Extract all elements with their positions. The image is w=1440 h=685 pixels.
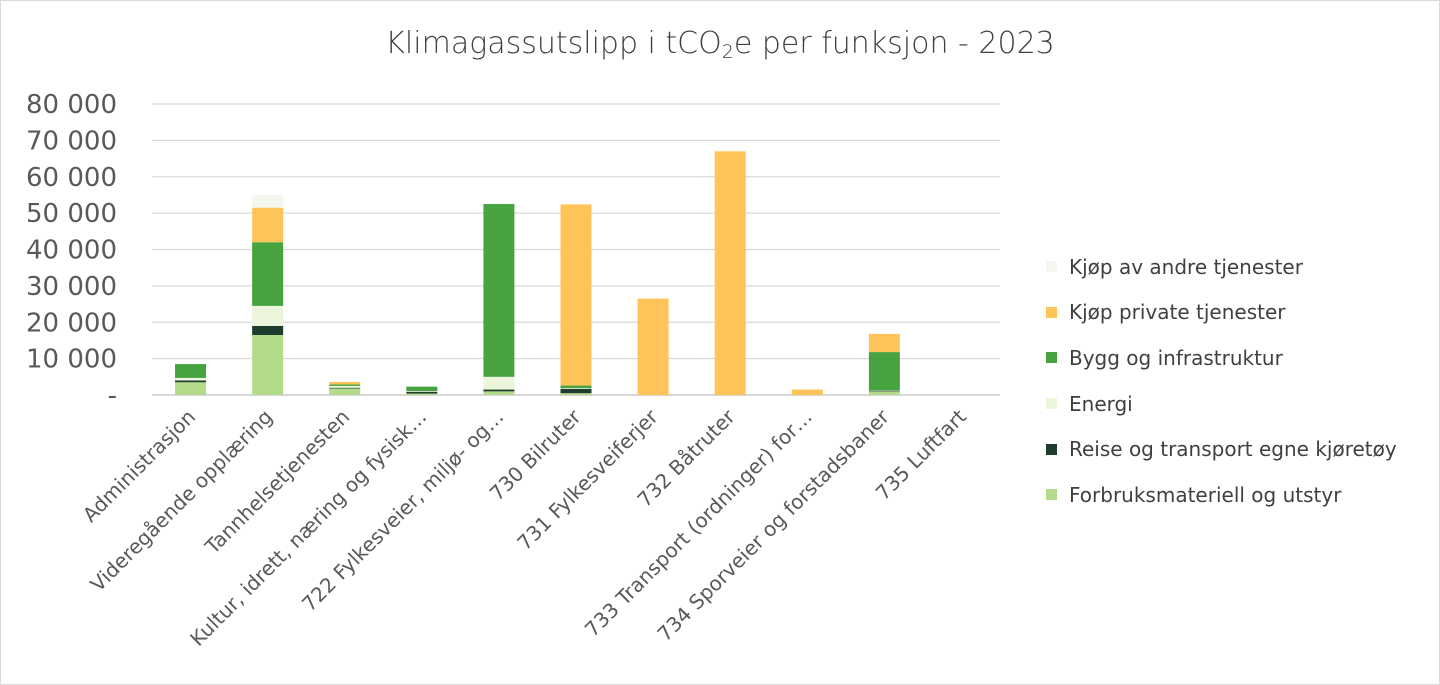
bar-segment	[714, 151, 746, 395]
bar-segment	[483, 204, 515, 377]
legend-item: Reise og transport egne kjøretøy	[1046, 426, 1397, 472]
bar-segment	[560, 204, 592, 386]
bar-segment	[483, 376, 515, 390]
bar-segment	[406, 393, 438, 395]
bar-segment	[406, 391, 438, 394]
y-tick-label: 60 000	[26, 163, 117, 193]
legend-swatch	[1046, 398, 1057, 410]
bar-segment	[252, 194, 284, 208]
legend-label: Reise og transport egne kjøretøy	[1069, 437, 1397, 462]
bar-segment	[329, 381, 361, 385]
legend-item: Energi	[1046, 381, 1397, 427]
legend-label: Kjøp private tjenester	[1069, 300, 1286, 325]
bar-segment	[329, 387, 361, 389]
bar-segment	[868, 333, 900, 353]
bar-segment	[560, 388, 592, 394]
y-tick-label: 30 000	[26, 272, 117, 302]
bar-segment	[252, 334, 284, 395]
legend-label: Forbruksmateriell og utstyr	[1069, 482, 1342, 507]
bar-segment	[868, 391, 900, 395]
legend-item: Forbruksmateriell og utstyr	[1046, 472, 1397, 518]
legend-swatch	[1046, 306, 1057, 318]
bar-segment	[252, 242, 284, 306]
bar-segment	[175, 377, 207, 381]
legend-label: Bygg og infrastruktur	[1069, 345, 1283, 370]
legend-label: Kjøp av andre tjenester	[1069, 254, 1303, 279]
legend-item: Kjøp av andre tjenester	[1046, 244, 1397, 290]
x-tick-label: 731 Fylkesveiferjer	[512, 404, 663, 555]
bar-segment	[868, 390, 900, 392]
bar-segment	[560, 385, 592, 389]
chart-legend: Kjøp av andre tjenester Kjøp private tjen…	[1046, 244, 1397, 518]
y-tick-label: 70 000	[26, 126, 117, 156]
bar-segment	[483, 391, 515, 395]
chart-title: Klimagassutslipp i tCO2e per funksjon - …	[385, 26, 1055, 63]
bar-segment	[175, 382, 207, 395]
bar-segment	[406, 386, 438, 391]
y-tick-label: 10 000	[26, 345, 117, 375]
y-tick-label: 80 000	[26, 90, 117, 120]
bar-segment	[560, 393, 592, 395]
bar-segment	[329, 388, 361, 395]
legend-item: Kjøp private tjenester	[1046, 290, 1397, 336]
bar-segment	[329, 385, 361, 388]
bar-segment	[175, 380, 207, 383]
x-tick-label: Tannhelsetjenesten	[200, 405, 355, 560]
bar-segment	[252, 305, 284, 326]
bar-segment	[252, 207, 284, 243]
legend-swatch	[1046, 261, 1057, 273]
bar-segment	[868, 352, 900, 391]
bar-segment	[252, 325, 284, 335]
legend-swatch	[1046, 352, 1057, 364]
bar-segment	[637, 298, 669, 395]
y-tick-label: 40 000	[26, 236, 117, 266]
bar-segment	[791, 389, 823, 395]
y-tick-label: 20 000	[26, 308, 117, 338]
y-tick-label: 50 000	[26, 199, 117, 229]
legend-swatch	[1046, 443, 1057, 455]
bar-segment	[560, 388, 592, 389]
legend-swatch	[1046, 489, 1057, 501]
legend-label: Energi	[1069, 391, 1133, 416]
y-tick-label: -	[108, 381, 117, 411]
legend-item: Bygg og infrastruktur	[1046, 335, 1397, 381]
bar-segment	[406, 390, 438, 392]
bar-segment	[175, 364, 207, 378]
bar-segment	[329, 384, 361, 386]
bar-segment	[483, 389, 515, 392]
